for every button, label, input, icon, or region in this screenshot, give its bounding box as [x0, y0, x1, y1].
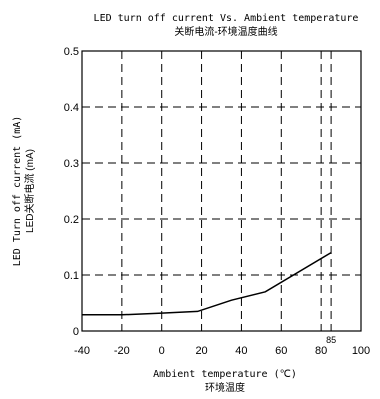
x-tick-label: -20: [114, 345, 130, 357]
axis-ticks: -40 -20 0 20 40 60 80 100 0 0.1 0.2 0.3 0.4 0.5 85: [64, 46, 370, 357]
x-axis-label-line2: 环境温度: [205, 381, 245, 394]
y-tick-label: 0.4: [64, 102, 79, 114]
x-tick-label: 40: [235, 345, 247, 357]
grid-lines: [82, 51, 361, 331]
x-tick-label: 100: [352, 345, 370, 357]
y-tick-label: 0.3: [64, 158, 79, 170]
y-tick-label: 0.2: [64, 214, 79, 226]
chart-title-line2: 关断电流-环境温度曲线: [174, 25, 277, 38]
data-marks: [82, 251, 332, 316]
y-axis-label-line1: LED Turn off current (mA): [12, 116, 23, 267]
x-tick-label: 60: [275, 345, 287, 357]
x-tick-label: -40: [74, 345, 90, 357]
annotation-label: 85: [326, 335, 336, 345]
x-axis-label-line1: Ambient temperature (℃): [153, 369, 297, 380]
y-axis-label-line2: LED关断电流 (mA): [23, 149, 36, 233]
series-line: [82, 251, 332, 316]
y-tick-label: 0: [73, 326, 79, 338]
y-tick-label: 0.5: [64, 46, 79, 58]
x-tick-label: 80: [315, 345, 327, 357]
plot-frame: [81, 50, 362, 332]
x-tick-label: 20: [195, 345, 207, 357]
y-tick-label: 0.1: [64, 270, 79, 282]
chart-title-line1: LED turn off current Vs. Ambient tempera…: [94, 13, 359, 24]
x-tick-label: 0: [159, 345, 165, 357]
